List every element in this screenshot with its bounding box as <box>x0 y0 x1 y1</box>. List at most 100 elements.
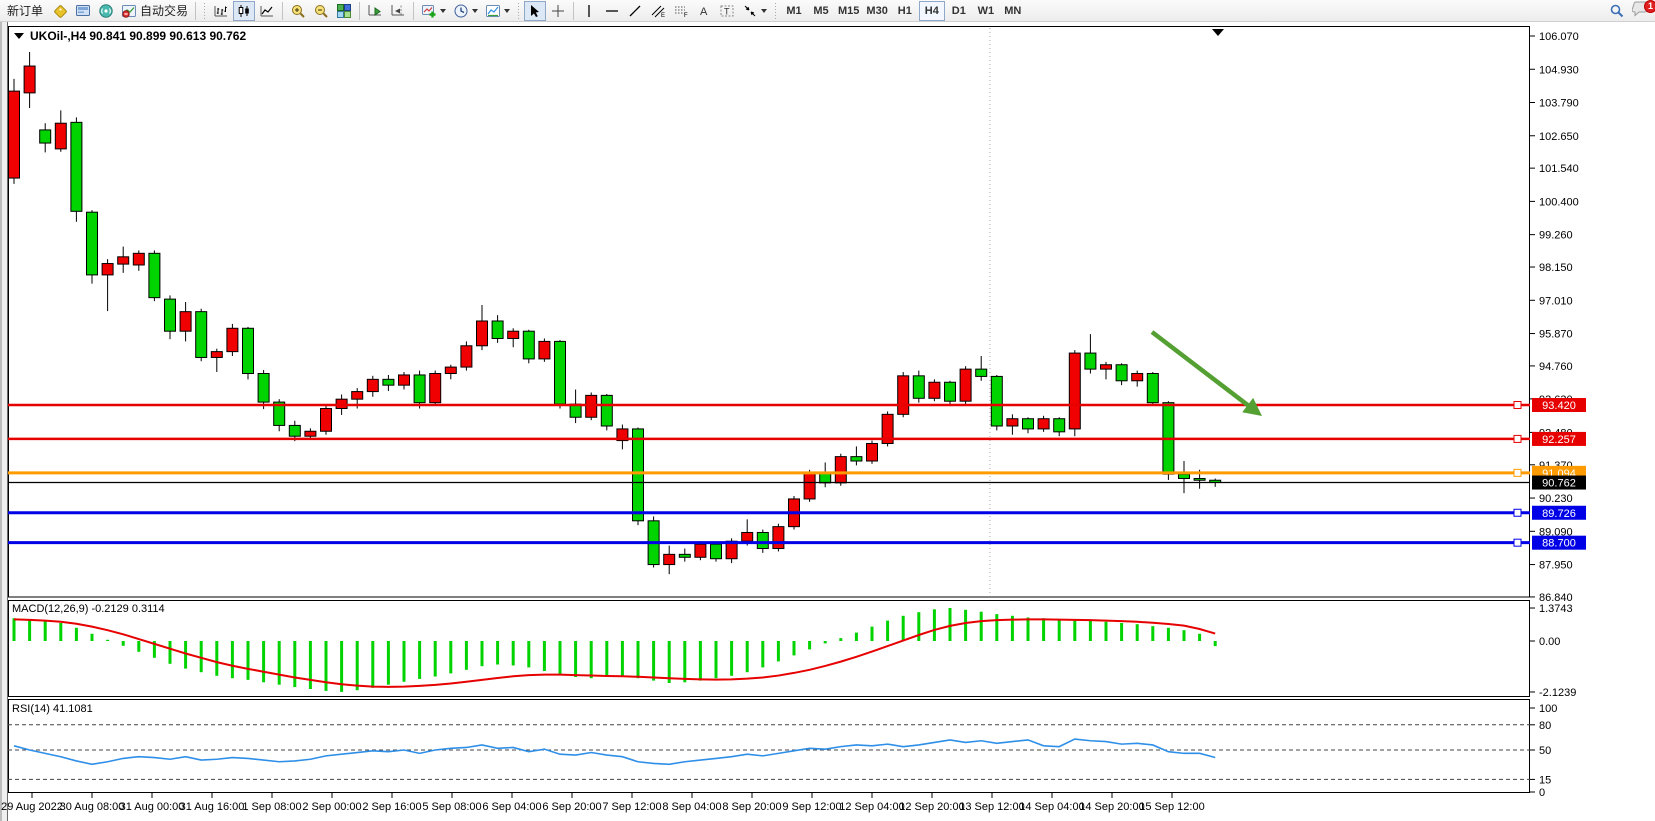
candle <box>1084 334 1097 374</box>
timeframe-button-h1[interactable]: H1 <box>892 1 918 21</box>
candle <box>507 328 520 348</box>
timeframe-group: M1 M5 M15 M30 H1 H4 D1 W1 MN <box>781 0 1026 21</box>
candlestick-chart-button[interactable] <box>233 0 256 21</box>
time-axis-label: 5 Sep 08:00 <box>422 801 481 813</box>
clock-icon <box>454 4 468 17</box>
candle <box>834 453 847 486</box>
candle <box>944 380 956 406</box>
rsi-axis-label: 50 <box>1539 745 1551 757</box>
macd-axis-label: 0.00 <box>1539 636 1560 648</box>
price-badge <box>1532 398 1586 413</box>
indicators-button[interactable] <box>418 1 449 21</box>
terminal-window-icon <box>76 4 90 16</box>
candle <box>8 78 20 184</box>
notifications-button[interactable]: 1 <box>1629 0 1655 22</box>
timeframe-button-m5[interactable]: M5 <box>808 1 834 21</box>
bar-chart-button[interactable] <box>210 1 232 21</box>
timeframe-button-w1[interactable]: W1 <box>973 1 999 21</box>
candle <box>928 379 941 402</box>
timeframe-button-d1[interactable]: D1 <box>946 1 972 21</box>
zoom-in-button[interactable] <box>287 1 309 21</box>
crosshair-icon <box>552 4 565 17</box>
tile-windows-icon <box>337 3 352 18</box>
symbol-ohlc-text: UKOil-,H4 90.841 90.899 90.613 90.762 <box>30 29 246 43</box>
time-axis-label: 31 Aug 16:00 <box>180 801 245 813</box>
line-handle[interactable] <box>1513 468 1522 477</box>
down-arrow-line[interactable] <box>1150 330 1256 412</box>
candle <box>320 405 332 435</box>
panel-frames <box>8 26 1530 793</box>
bar-chart-icon <box>214 5 228 16</box>
macd-axis-label: 1.3743 <box>1539 603 1573 615</box>
periods-button[interactable] <box>450 1 481 21</box>
gold-tag-icon <box>54 4 67 18</box>
new-order-button[interactable]: 新订单 <box>2 1 48 21</box>
line-handle[interactable] <box>1513 434 1522 443</box>
horizontal-lines-layer[interactable] <box>8 401 1530 547</box>
time-axis-label: 7 Sep 12:00 <box>602 801 661 813</box>
timeframe-button-m30[interactable]: M30 <box>863 1 890 21</box>
price-badge-label: 88.700 <box>1542 538 1576 550</box>
chart-shift-marker[interactable] <box>1212 29 1224 36</box>
order-tag-button[interactable] <box>49 1 71 21</box>
symbol-info-bar[interactable]: UKOil-,H4 90.841 90.899 90.613 90.762 <box>14 29 246 43</box>
candle <box>803 469 816 502</box>
line-handle[interactable] <box>1513 538 1522 547</box>
notification-badge: 1 <box>1644 0 1655 13</box>
broadcast-button[interactable] <box>95 1 117 21</box>
line-handle[interactable] <box>1513 401 1522 410</box>
candle <box>70 117 83 222</box>
trend-arrow-annotation[interactable] <box>1150 330 1262 416</box>
toolbar-separator <box>359 1 361 20</box>
price-axis-label: 99.260 <box>1539 230 1573 242</box>
candle <box>398 372 410 390</box>
tile-windows-button[interactable] <box>333 1 355 21</box>
time-axis-label: 8 Sep 04:00 <box>662 801 721 813</box>
candle <box>86 210 98 284</box>
line-chart-button[interactable] <box>256 1 278 21</box>
vertical-line-button[interactable] <box>578 1 600 21</box>
timeframe-button-h4[interactable]: H4 <box>918 0 945 21</box>
crosshair-button[interactable] <box>547 1 569 21</box>
timeframe-button-m1[interactable]: M1 <box>781 1 807 21</box>
rsi-axis-label: 100 <box>1539 703 1557 715</box>
zoom-out-button[interactable] <box>310 1 332 21</box>
horizontal-line-button[interactable] <box>601 1 623 21</box>
candle <box>975 355 988 381</box>
arrows-button[interactable] <box>739 1 770 21</box>
toolbar-separator <box>282 1 284 20</box>
trendline-button[interactable] <box>624 1 646 21</box>
candle <box>413 370 426 409</box>
templates-button[interactable] <box>482 1 513 21</box>
search-button[interactable] <box>1606 1 1628 21</box>
label-tool-button[interactable]: T <box>716 1 738 21</box>
candle <box>195 308 208 362</box>
timeframe-button-mn[interactable]: MN <box>1000 1 1026 21</box>
candle <box>23 52 36 109</box>
candle <box>554 339 566 409</box>
candle <box>522 329 535 364</box>
time-axis-label: 6 Sep 20:00 <box>542 801 601 813</box>
channel-button[interactable]: E <box>647 1 669 21</box>
candle <box>257 369 270 410</box>
auto-trading-button[interactable]: 自动交易 <box>118 1 191 21</box>
down-arrow-head[interactable] <box>1242 397 1262 416</box>
chart-shift-button[interactable] <box>387 1 409 21</box>
candle <box>1146 372 1159 406</box>
macd-axis-label: -2.1239 <box>1539 687 1576 699</box>
candle <box>678 548 691 562</box>
symbol-dropdown-icon[interactable] <box>14 33 24 39</box>
text-tool-button[interactable]: A <box>693 1 715 21</box>
price-axis-label: 102.650 <box>1539 131 1579 143</box>
price-badge <box>1532 431 1586 446</box>
line-handle[interactable] <box>1513 508 1522 517</box>
cursor-button[interactable] <box>524 0 547 21</box>
auto-scroll-button[interactable] <box>364 1 386 21</box>
timeframe-button-m15[interactable]: M15 <box>835 1 862 21</box>
fibonacci-button[interactable]: F <box>670 1 692 21</box>
terminal-button[interactable] <box>72 1 94 21</box>
candle <box>1037 415 1050 432</box>
macd-indicator-layer <box>12 608 1217 692</box>
candle <box>132 250 145 271</box>
